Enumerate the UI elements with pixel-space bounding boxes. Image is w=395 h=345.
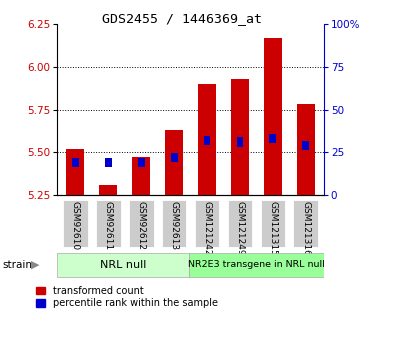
Text: GSM121249: GSM121249 [235, 201, 245, 256]
Text: strain: strain [2, 260, 32, 270]
Bar [269, 134, 276, 143]
Text: GSM92612: GSM92612 [137, 201, 146, 250]
Text: GSM92611: GSM92611 [104, 201, 113, 250]
Text: GSM92613: GSM92613 [169, 201, 179, 250]
Legend: transformed count, percentile rank within the sample: transformed count, percentile rank withi… [36, 286, 218, 308]
Bar [138, 158, 145, 167]
Bar [264, 38, 282, 195]
FancyBboxPatch shape [96, 200, 120, 247]
FancyBboxPatch shape [162, 200, 186, 247]
FancyBboxPatch shape [293, 200, 318, 247]
Text: NR2E3 transgene in NRL null: NR2E3 transgene in NRL null [188, 260, 325, 269]
Text: GDS2455 / 1446369_at: GDS2455 / 1446369_at [102, 12, 262, 25]
Bar [99, 185, 117, 195]
FancyBboxPatch shape [57, 253, 189, 277]
Bar [237, 137, 243, 147]
FancyBboxPatch shape [189, 253, 324, 277]
FancyBboxPatch shape [63, 200, 88, 247]
Bar [105, 158, 112, 167]
Bar [198, 84, 216, 195]
Text: ▶: ▶ [31, 260, 40, 270]
Text: GSM121315: GSM121315 [268, 201, 277, 256]
Text: GSM121316: GSM121316 [301, 201, 310, 256]
FancyBboxPatch shape [195, 200, 219, 247]
Bar [66, 149, 85, 195]
Bar [231, 79, 249, 195]
Bar [72, 158, 79, 167]
Bar [203, 136, 211, 145]
Text: NRL null: NRL null [100, 260, 146, 270]
Bar [297, 105, 315, 195]
FancyBboxPatch shape [261, 200, 285, 247]
Bar [171, 152, 178, 162]
FancyBboxPatch shape [228, 200, 252, 247]
Text: GSM121242: GSM121242 [203, 201, 212, 255]
FancyBboxPatch shape [129, 200, 154, 247]
Text: GSM92610: GSM92610 [71, 201, 80, 250]
Bar [132, 157, 150, 195]
Bar [302, 141, 309, 150]
Bar [165, 130, 183, 195]
